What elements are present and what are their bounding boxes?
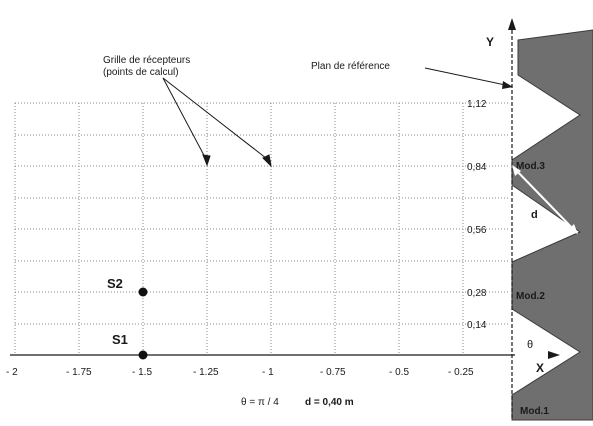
- d-formula: d = 0,40 m: [305, 397, 354, 408]
- wall-modules: [511, 29, 593, 421]
- theta-arc: [514, 321, 549, 343]
- y-tick-label: 0,84: [467, 162, 487, 173]
- y-axis-label: Y: [486, 35, 494, 49]
- y-axis-arrow: [508, 18, 516, 30]
- x-tick-label: - 2: [6, 367, 18, 378]
- x-tick-label: - 1.25: [193, 367, 219, 378]
- x-tick-label: - 1.5: [132, 367, 152, 378]
- x-axis-label: X: [536, 361, 544, 375]
- reference-plane-arrowhead: [502, 81, 513, 89]
- reference-plane-label: Plan de référence: [311, 61, 390, 72]
- y-tick-label: 0,28: [467, 288, 487, 299]
- module-2-label: Mod.2: [516, 291, 545, 302]
- dimension-d-arrow-top: [512, 165, 521, 176]
- grid-caption-line1: Grille de récepteurs: [103, 55, 190, 66]
- y-tick-label: 0,56: [467, 225, 487, 236]
- theta-symbol: θ: [527, 339, 533, 351]
- dimension-d-symbol: d: [531, 209, 538, 221]
- reference-plane-pointer: [424, 67, 511, 87]
- y-tick-label: 1,12: [467, 99, 487, 110]
- dimension-d-line: [512, 166, 578, 234]
- source-s2-label: S2: [107, 276, 123, 291]
- x-tick-label: - 0.25: [448, 367, 474, 378]
- source-s2-dot: [138, 287, 148, 297]
- module-3-label: Mod.3: [516, 161, 545, 172]
- x-tick-label: - 0.75: [320, 367, 346, 378]
- x-axis-arrow: [548, 351, 560, 359]
- y-tick-label: 0,14: [467, 320, 487, 331]
- grid-caption-pointers: [162, 77, 272, 168]
- theta-formula: θ = π / 4: [241, 397, 279, 408]
- module-1-label: Mod.1: [520, 406, 549, 417]
- x-tick-label: - 0.5: [389, 367, 409, 378]
- receiver-grid: [14, 102, 510, 355]
- x-tick-label: - 1: [262, 367, 274, 378]
- source-s1-dot: [138, 350, 148, 360]
- source-s1-label: S1: [112, 332, 128, 347]
- x-tick-label: - 1.75: [66, 367, 92, 378]
- dimension-d-arrow-bottom: [569, 224, 578, 234]
- grid-caption-line2: (points de calcul): [103, 67, 179, 78]
